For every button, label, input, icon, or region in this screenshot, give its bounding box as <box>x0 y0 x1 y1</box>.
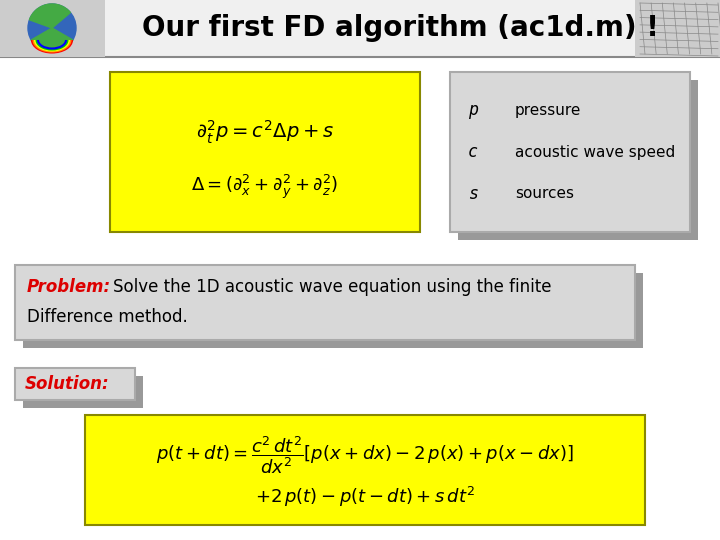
Text: Problem:: Problem: <box>27 278 111 296</box>
Text: pressure: pressure <box>515 103 581 118</box>
Text: p: p <box>468 101 478 119</box>
Text: acoustic wave speed: acoustic wave speed <box>515 145 675 159</box>
Bar <box>23 273 643 348</box>
Text: $\Delta = (\partial_x^2 + \partial_y^2 + \partial_z^2)$: $\Delta = (\partial_x^2 + \partial_y^2 +… <box>192 173 338 201</box>
Bar <box>450 72 690 232</box>
Wedge shape <box>30 4 71 28</box>
Bar <box>15 368 135 400</box>
Bar <box>0 0 105 57</box>
Bar <box>110 72 420 232</box>
Text: c: c <box>468 143 478 161</box>
Bar <box>458 80 698 240</box>
Wedge shape <box>31 28 73 52</box>
Text: Solve the 1D acoustic wave equation using the finite: Solve the 1D acoustic wave equation usin… <box>113 278 552 296</box>
Bar <box>0 0 720 57</box>
Text: $+ 2\,p(t) - p(t-dt) + s\,dt^2$: $+ 2\,p(t) - p(t-dt) + s\,dt^2$ <box>255 485 475 509</box>
Bar <box>635 0 720 57</box>
Text: $\partial_t^2p = c^2\Delta p + s$: $\partial_t^2p = c^2\Delta p + s$ <box>196 118 334 146</box>
Text: Solution:: Solution: <box>25 375 109 393</box>
Circle shape <box>28 4 76 52</box>
Bar <box>15 265 635 340</box>
Text: sources: sources <box>515 186 574 201</box>
Text: Our first FD algorithm (ac1d.m) !: Our first FD algorithm (ac1d.m) ! <box>142 14 658 42</box>
Bar <box>85 415 645 525</box>
Bar <box>23 376 143 408</box>
Text: s: s <box>468 185 478 203</box>
Text: Difference method.: Difference method. <box>27 308 188 326</box>
Text: $p(t+dt) = \dfrac{c^2\,dt^2}{dx^2}\left[p(x+dx) - 2\,p(x) + p(x-dx)\right]$: $p(t+dt) = \dfrac{c^2\,dt^2}{dx^2}\left[… <box>156 434 574 476</box>
